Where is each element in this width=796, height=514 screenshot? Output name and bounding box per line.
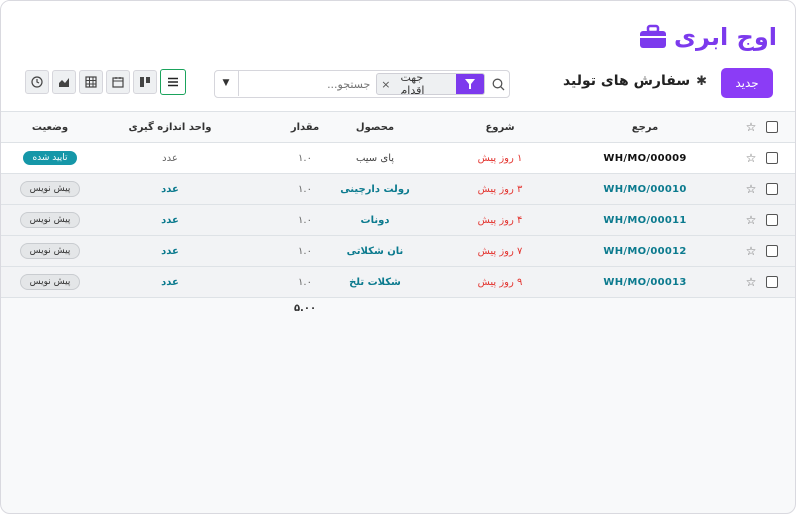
graph-view-icon[interactable]: [52, 70, 76, 94]
product-cell: شکلات تلخ: [349, 276, 401, 288]
quantity-cell: ۱.۰: [298, 276, 312, 288]
facet-label: جهت اقدام: [400, 73, 425, 95]
column-quantity[interactable]: مقدار: [290, 121, 320, 133]
table-row[interactable]: ☆ WH/MO/00010 ۳ روز پیش رولت دارچینی ۱.۰…: [1, 173, 795, 204]
reference-cell: WH/MO/00009: [603, 152, 687, 164]
status-badge: پیش نویس: [19, 181, 81, 197]
close-icon[interactable]: ×: [381, 77, 391, 91]
start-cell: ۳ روز پیش: [477, 183, 523, 195]
uom-cell: عدد: [161, 214, 179, 226]
view-switcher: [25, 69, 186, 95]
search-icon[interactable]: [487, 78, 509, 91]
row-checkbox[interactable]: [757, 174, 787, 204]
reference-cell: WH/MO/00012: [603, 245, 687, 257]
star-icon[interactable]: ☆: [745, 213, 757, 227]
total-quantity: ۵.۰۰: [293, 302, 317, 314]
status-badge: پیش نویس: [19, 243, 81, 259]
status-badge: پیش نویس: [19, 274, 81, 290]
uom-cell: عدد: [161, 276, 179, 288]
star-icon[interactable]: ☆: [745, 151, 757, 165]
row-checkbox[interactable]: [757, 205, 787, 235]
uom-cell: عدد: [162, 152, 178, 164]
search-input[interactable]: [215, 77, 377, 91]
calendar-view-icon[interactable]: [106, 70, 130, 94]
star-icon[interactable]: ☆: [745, 182, 757, 196]
table-row[interactable]: ☆ WH/MO/00012 ۷ روز پیش نان شکلاتی ۱.۰ ع…: [1, 235, 795, 266]
search-facet: جهت اقدام ×: [376, 73, 486, 95]
product-cell: دونات: [360, 214, 390, 226]
status-cell: پیش نویس: [5, 267, 95, 297]
star-icon[interactable]: ☆: [745, 275, 757, 289]
activity-view-icon[interactable]: [25, 70, 49, 94]
status-badge: تایید شده: [23, 151, 77, 165]
start-cell: ۱ روز پیش: [477, 152, 523, 164]
filter-icon: [456, 74, 485, 94]
gear-icon[interactable]: ✱: [696, 73, 707, 89]
status-cell: پیش نویس: [5, 205, 95, 235]
quantity-cell: ۱.۰: [298, 245, 312, 257]
star-icon[interactable]: ☆: [745, 244, 757, 258]
table-row[interactable]: ☆ WH/MO/00013 ۹ روز پیش شکلات تلخ ۱.۰ عد…: [1, 266, 795, 297]
select-all-checkbox[interactable]: [757, 112, 787, 142]
column-status[interactable]: وضعیت: [31, 121, 69, 133]
pivot-view-icon[interactable]: [79, 70, 103, 94]
product-cell: نان شکلاتی: [346, 245, 404, 257]
table-row[interactable]: ☆ WH/MO/00011 ۴ روز پیش دونات ۱.۰ عدد پی…: [1, 204, 795, 235]
uom-cell: عدد: [161, 183, 179, 195]
quantity-cell: ۱.۰: [298, 214, 312, 226]
chevron-down-icon[interactable]: ▼: [214, 70, 239, 96]
table-header: ☆ مرجع شروع محصول مقدار واحد اندازه گیری…: [1, 111, 795, 142]
new-button[interactable]: جدید: [721, 68, 773, 98]
list-view-icon[interactable]: [160, 69, 186, 95]
control-panel: اوج ابری جدید سفارش های تولید ✱ جهت اقدا…: [1, 1, 795, 111]
start-cell: ۴ روز پیش: [477, 214, 523, 226]
briefcase-icon: [640, 24, 667, 48]
product-cell: پای سیب: [355, 152, 395, 164]
start-cell: ۷ روز پیش: [477, 245, 523, 257]
reference-cell: WH/MO/00010: [603, 183, 687, 195]
product-cell: رولت دارچینی: [340, 183, 410, 195]
row-checkbox[interactable]: [757, 143, 787, 173]
status-cell: پیش نویس: [5, 174, 95, 204]
kanban-view-icon[interactable]: [133, 70, 157, 94]
column-reference[interactable]: مرجع: [631, 121, 659, 133]
table-row[interactable]: ☆ WH/MO/00009 ۱ روز پیش پای سیب ۱.۰ عدد …: [1, 142, 795, 173]
page-title: سفارش های تولید ✱: [563, 73, 707, 89]
status-cell: تایید شده: [5, 143, 95, 173]
column-product[interactable]: محصول: [355, 121, 395, 133]
table-footer: ۵.۰۰: [1, 297, 795, 318]
reference-cell: WH/MO/00011: [603, 214, 687, 226]
status-badge: پیش نویس: [19, 212, 81, 228]
reference-cell: WH/MO/00013: [603, 276, 687, 288]
column-start[interactable]: شروع: [485, 121, 515, 133]
row-checkbox[interactable]: [757, 267, 787, 297]
brand-logo: اوج ابری: [638, 23, 777, 51]
page-title-text: سفارش های تولید: [562, 73, 691, 89]
production-orders-table: ☆ مرجع شروع محصول مقدار واحد اندازه گیری…: [1, 111, 795, 318]
quantity-cell: ۱.۰: [298, 183, 312, 195]
row-checkbox[interactable]: [757, 236, 787, 266]
uom-cell: عدد: [161, 245, 179, 257]
quantity-cell: ۱.۰: [298, 152, 312, 164]
brand-name: اوج ابری: [674, 23, 777, 51]
column-uom[interactable]: واحد اندازه گیری: [128, 121, 212, 133]
start-cell: ۹ روز پیش: [477, 276, 523, 288]
search-bar: جهت اقدام ×: [214, 70, 510, 98]
star-icon: ☆: [745, 120, 757, 134]
status-cell: پیش نویس: [5, 236, 95, 266]
